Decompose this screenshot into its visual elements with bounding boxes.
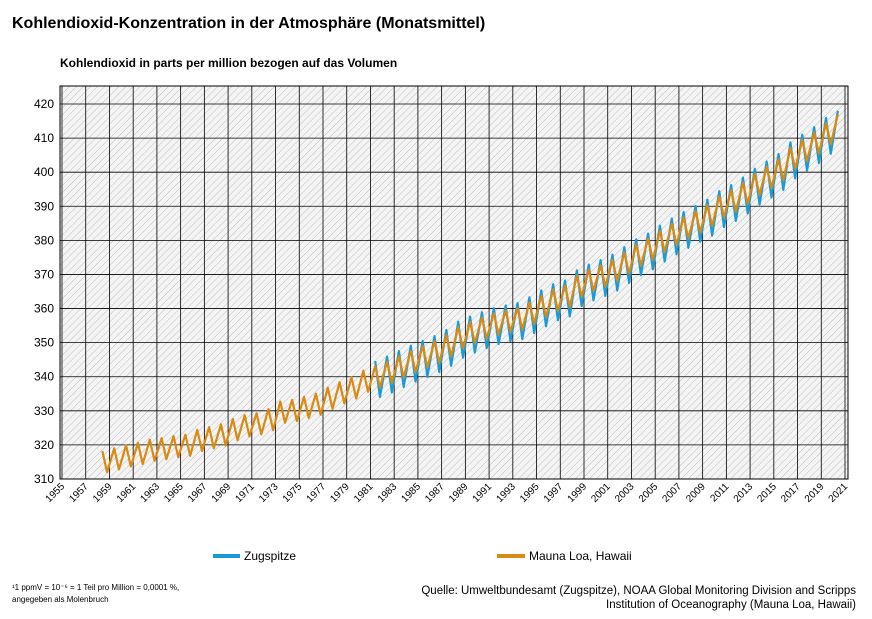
legend-label: Mauna Loa, Hawaii [529, 549, 632, 563]
x-tick-label: 2013 [732, 481, 756, 505]
chart-title: Kohlendioxid-Konzentration in der Atmosp… [12, 15, 485, 32]
y-tick-label: 330 [34, 404, 54, 418]
x-tick-label: 1971 [233, 481, 257, 505]
x-tick-label: 1997 [542, 481, 566, 505]
x-tick-label: 2003 [613, 481, 637, 505]
x-tick-label: 1967 [186, 481, 210, 505]
x-tick-label: 1959 [91, 481, 115, 505]
x-tick-label: 1957 [67, 481, 91, 505]
x-tick-label: 2001 [589, 481, 613, 505]
y-tick-label: 340 [34, 370, 54, 384]
plot-frame [59, 85, 849, 480]
x-tick-label: 2017 [779, 481, 803, 505]
x-tick-label: 1969 [210, 481, 234, 505]
footnote: ¹1 ppmV = 10⁻⁶ = 1 Teil pro Million = 0,… [12, 583, 179, 592]
y-tick-label: 420 [34, 97, 54, 111]
x-tick-label: 2019 [803, 481, 827, 505]
y-tick-label: 320 [34, 438, 54, 452]
x-tick-label: 1991 [471, 481, 495, 505]
x-tick-label: 1965 [162, 481, 186, 505]
data-line [374, 110, 839, 398]
y-tick-label: 390 [34, 199, 54, 213]
y-tick-label: 410 [34, 131, 54, 145]
x-tick-label: 1999 [566, 481, 590, 505]
x-tick-label: 1961 [115, 481, 139, 505]
x-tick-label: 1983 [376, 481, 400, 505]
x-tick-label: 2005 [637, 481, 661, 505]
x-tick-label: 1979 [328, 481, 352, 505]
y-tick-label: 370 [34, 267, 54, 281]
x-tick-label: 2021 [827, 481, 851, 505]
x-tick-label: 1963 [139, 481, 163, 505]
y-tick-label: 360 [34, 302, 54, 316]
x-tick-label: 1973 [257, 481, 281, 505]
x-tick-label: 2015 [755, 481, 779, 505]
x-tick-label: 2007 [661, 481, 685, 505]
source: Quelle: Umweltbundesamt (Zugspitze), NOA… [421, 585, 856, 597]
x-tick-label: 1981 [352, 481, 376, 505]
y-tick-label: 400 [34, 165, 54, 179]
footnote: angegeben als Molenbruch [12, 595, 109, 604]
x-tick-label: 1995 [518, 481, 542, 505]
x-tick-label: 1987 [423, 481, 447, 505]
x-tick-label: 1975 [281, 481, 305, 505]
legend-label: Zugspitze [244, 549, 296, 563]
x-tick-label: 2011 [708, 481, 731, 504]
y-tick-label: 380 [34, 233, 54, 247]
y-tick-label: 350 [34, 336, 54, 350]
x-tick-label: 1989 [447, 481, 471, 505]
x-tick-label: 2009 [684, 481, 708, 505]
x-tick-label: 1985 [400, 481, 424, 505]
x-tick-label: 1977 [305, 481, 329, 505]
plot-background [60, 86, 848, 479]
x-tick-label: 1993 [494, 481, 518, 505]
source: Institution of Oceanography (Mauna Loa, … [606, 599, 856, 611]
y-tick-label: 310 [34, 472, 54, 486]
data-line [101, 113, 839, 474]
chart-subtitle: Kohlendioxid in parts per million bezoge… [60, 56, 397, 70]
